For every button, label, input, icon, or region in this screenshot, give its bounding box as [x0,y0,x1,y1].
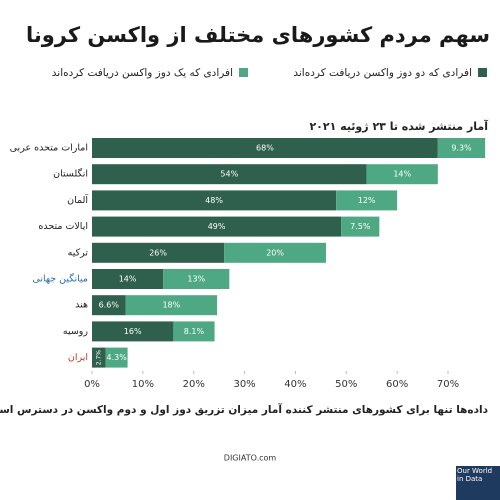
bar-segment [92,164,367,185]
bar-segment [105,347,128,368]
value-label: 14% [393,170,411,179]
legend-swatch [478,68,487,77]
x-tick-label: 30% [233,379,255,390]
value-label: 18% [162,301,180,310]
bar-segment [92,190,337,211]
source-box: Our World in Data [457,467,493,483]
legend-label: افرادی که یک دوز واکسن دریافت کرده‌اند [52,67,233,79]
bar-segment [92,269,164,289]
category-label: ایران [68,352,88,363]
value-label: 4.3% [107,353,128,362]
value-label: 20% [266,248,284,257]
value-label: 8.1% [184,327,205,336]
bar-segment [173,321,215,342]
value-label: 68% [256,144,274,153]
category-label: ایالات متحده [38,221,88,232]
category-label: امارات متحده عربی [10,143,88,154]
category-label: انگلستان [53,168,88,180]
bar-segment [92,321,174,342]
category-label: هند [75,300,88,311]
value-label: 48% [205,196,223,205]
bar-segment [341,216,380,237]
x-tick-label: 60% [386,379,408,390]
x-tick-label: 40% [284,379,306,390]
value-label: 13% [187,275,205,284]
value-label: 16% [124,327,142,336]
bar-segment [336,190,398,211]
value-label: 14% [119,275,137,284]
legend-label: افرادی که دو دوز واکسن دریافت کرده‌اند [293,67,472,79]
bar-segment [92,216,342,237]
bar-segment [125,295,218,316]
x-tick-label: 70% [437,379,459,390]
value-label: 2.7% [95,350,102,366]
x-tick-label: 0% [84,379,100,390]
value-label: 49% [208,222,226,231]
bar-segment [92,138,438,158]
value-label: 6.6% [99,301,120,310]
bar-segment [437,138,486,158]
category-label: روسیه [63,326,89,337]
x-tick-label: 50% [335,379,357,390]
category-label: میانگین جهانی [32,273,88,285]
bar-segment [92,295,126,316]
bar-segment [366,164,438,185]
bar-segment [224,242,326,263]
publisher: DIGIATO.com [224,454,277,463]
bar-segment [92,347,106,368]
source: Our World in Data [457,467,493,483]
x-tick-label: 10% [132,379,154,390]
x-tick-label: 20% [183,379,205,390]
source-logo [456,466,500,500]
chart-title: سهم مردم کشورهای مختلف از واکسن کرونا [26,23,490,47]
category-label: آلمان [67,193,88,206]
footnote: * داده‌ها تنها برای کشورهای منتشر کننده … [0,403,489,416]
value-label: 7.5% [350,222,371,231]
category-label: ترکیه [68,247,89,258]
legend-swatch [239,68,248,77]
value-label: 54% [220,170,238,179]
value-label: 9.3% [451,144,472,153]
value-label: 26% [149,248,167,257]
bar-segment [92,242,225,263]
subtitle: آمار منتشر شده تا ۲۳ ژوئیه ۲۰۲۱ [309,119,488,133]
value-label: 12% [358,196,376,205]
bar-segment [163,269,230,289]
